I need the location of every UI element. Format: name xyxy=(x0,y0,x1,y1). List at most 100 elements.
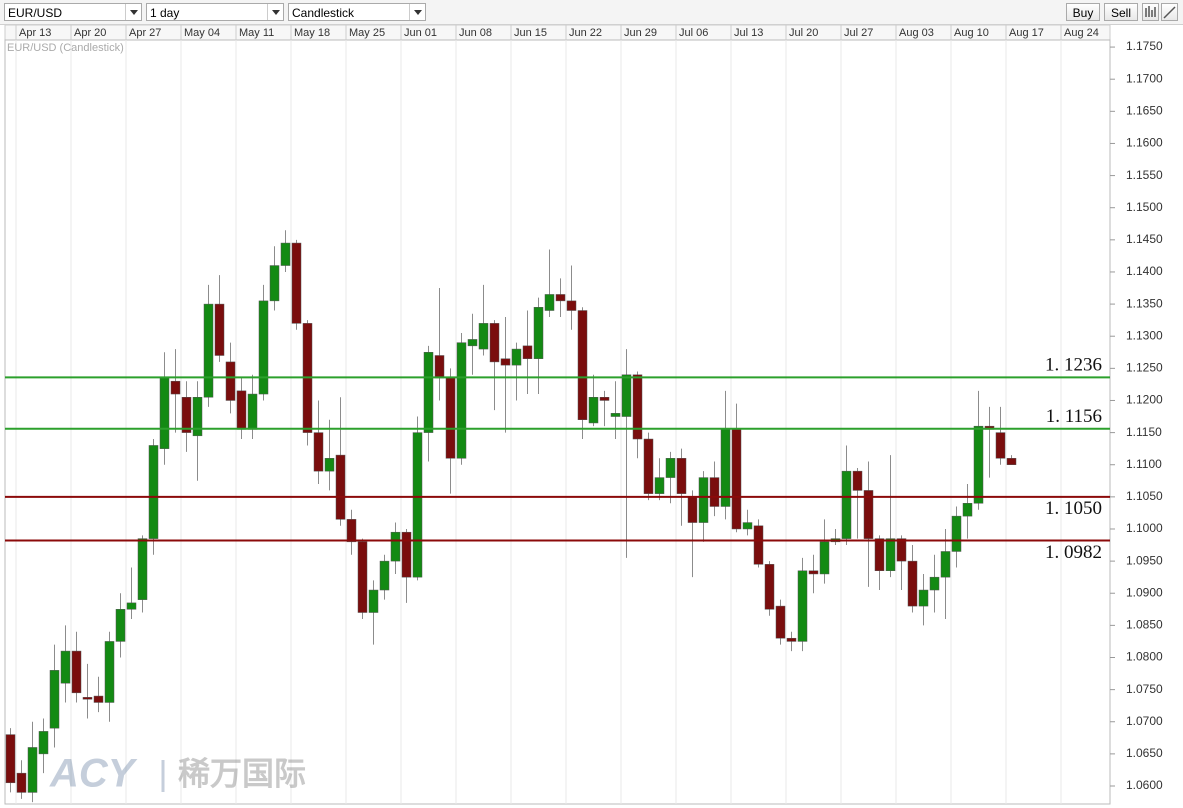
draw-tool-button[interactable] xyxy=(1142,3,1159,21)
y-tick-label: 1.1650 xyxy=(1126,103,1163,117)
candle-body xyxy=(511,348,522,366)
candle-body xyxy=(280,242,291,266)
candle-body xyxy=(819,541,830,575)
date-axis xyxy=(4,24,1111,41)
y-tick-label: 1.0700 xyxy=(1126,714,1163,728)
x-tick-label: Aug 03 xyxy=(899,27,934,39)
x-tick-label: Jun 01 xyxy=(404,27,437,39)
candle-body xyxy=(115,609,126,642)
candle-body xyxy=(181,397,192,433)
candle-body xyxy=(225,361,236,401)
candle-body xyxy=(962,503,973,517)
x-tick-label: Jul 20 xyxy=(789,27,818,39)
candle-body xyxy=(236,390,247,430)
candle-body xyxy=(841,470,852,539)
levels: 1. 1236 1. 1156 1. 1050 1. 0982 xyxy=(5,355,1110,563)
candle-body xyxy=(896,538,907,562)
candle-body xyxy=(269,265,280,302)
candle-body xyxy=(929,576,940,591)
x-tick-label: Aug 24 xyxy=(1064,27,1099,39)
candle-body xyxy=(995,432,1006,459)
y-tick-label: 1.1100 xyxy=(1126,457,1162,471)
candle-body xyxy=(940,551,951,578)
chart-type-select[interactable]: Candlestick xyxy=(288,3,426,21)
candle-body xyxy=(709,477,720,507)
candles xyxy=(5,230,1017,803)
candle-body xyxy=(445,377,456,459)
y-tick-label: 1.1150 xyxy=(1126,425,1162,439)
watermark-brand: ACY xyxy=(49,752,138,796)
grid xyxy=(15,40,1062,804)
symbol-text: EUR/USD xyxy=(8,6,63,20)
y-tick-label: 1.0850 xyxy=(1126,618,1163,632)
candle-body xyxy=(654,477,665,494)
candle-body xyxy=(808,570,819,575)
level-label: 1. 1050 xyxy=(1045,498,1102,519)
candle-body xyxy=(874,538,885,572)
candle-body xyxy=(775,605,786,639)
candle-body xyxy=(610,413,621,417)
y-tick-label: 1.1050 xyxy=(1126,489,1163,503)
x-tick-label: Jul 13 xyxy=(734,27,763,39)
y-tick-label: 1.1550 xyxy=(1126,168,1163,182)
candle-body xyxy=(555,294,566,302)
candle-body xyxy=(49,670,60,729)
candle-body xyxy=(71,650,82,694)
candle-body xyxy=(742,522,753,530)
candle-body xyxy=(907,560,918,607)
candle-body xyxy=(698,477,709,523)
candle-body xyxy=(258,300,269,395)
candle-body xyxy=(676,458,687,494)
interval-text: 1 day xyxy=(150,6,180,20)
candle-body xyxy=(786,637,797,642)
candle-body xyxy=(313,432,324,472)
candle-body xyxy=(753,525,764,565)
buy-button[interactable]: Buy xyxy=(1066,3,1100,21)
candle-body xyxy=(621,374,632,417)
candle-body xyxy=(731,429,742,530)
candle-body xyxy=(456,342,467,459)
chart-type-text: Candlestick xyxy=(292,6,355,20)
candle-body xyxy=(500,358,511,366)
candle-body xyxy=(797,570,808,642)
candle-body xyxy=(170,380,181,395)
candle-body xyxy=(324,458,335,472)
x-tick-label: Aug 10 xyxy=(954,27,989,39)
candle-body xyxy=(214,303,225,356)
symbol-select[interactable]: EUR/USD xyxy=(4,3,142,21)
candle-body xyxy=(544,294,555,311)
x-tick-label: Jul 06 xyxy=(679,27,708,39)
candle-body xyxy=(16,772,27,793)
x-axis: Apr 13 Apr 20 Apr 27 May 04 May 11 May 18 May … xyxy=(15,25,1099,40)
candle-body xyxy=(588,397,599,424)
candle-body xyxy=(137,538,148,600)
level-label: 1. 1236 xyxy=(1045,355,1102,376)
y-axis: 1.0600 1.0650 1.0700 1.0750 1.0800 1.0850 1.09… xyxy=(1110,39,1163,792)
x-tick-label: Jun 15 xyxy=(514,27,547,39)
candle-body xyxy=(192,397,203,437)
x-tick-label: May 25 xyxy=(349,27,385,39)
level-label: 1. 0982 xyxy=(1045,542,1102,563)
candle-body xyxy=(665,458,676,478)
interval-select[interactable]: 1 day xyxy=(146,3,284,21)
x-tick-label: Jun 22 xyxy=(569,27,602,39)
y-tick-label: 1.0650 xyxy=(1126,746,1163,760)
y-tick-label: 1.0600 xyxy=(1126,778,1163,792)
watermark-name: 稀万国际 xyxy=(178,755,306,791)
x-tick-label: May 04 xyxy=(184,27,220,39)
sell-button[interactable]: Sell xyxy=(1104,3,1138,21)
candle-body xyxy=(60,650,71,684)
candle-body xyxy=(489,323,500,363)
candle-body xyxy=(632,374,643,440)
line-tool-button[interactable] xyxy=(1161,3,1178,21)
candle-body xyxy=(852,470,863,491)
candle-body xyxy=(720,429,731,507)
candle-body xyxy=(148,445,159,539)
candle-body xyxy=(599,397,610,401)
candle-body xyxy=(159,377,170,449)
candle-body xyxy=(93,695,104,703)
y-tick-label: 1.1450 xyxy=(1126,232,1163,246)
candle-body xyxy=(82,697,93,700)
candle-body xyxy=(918,589,929,607)
y-tick-label: 1.0750 xyxy=(1126,682,1163,696)
